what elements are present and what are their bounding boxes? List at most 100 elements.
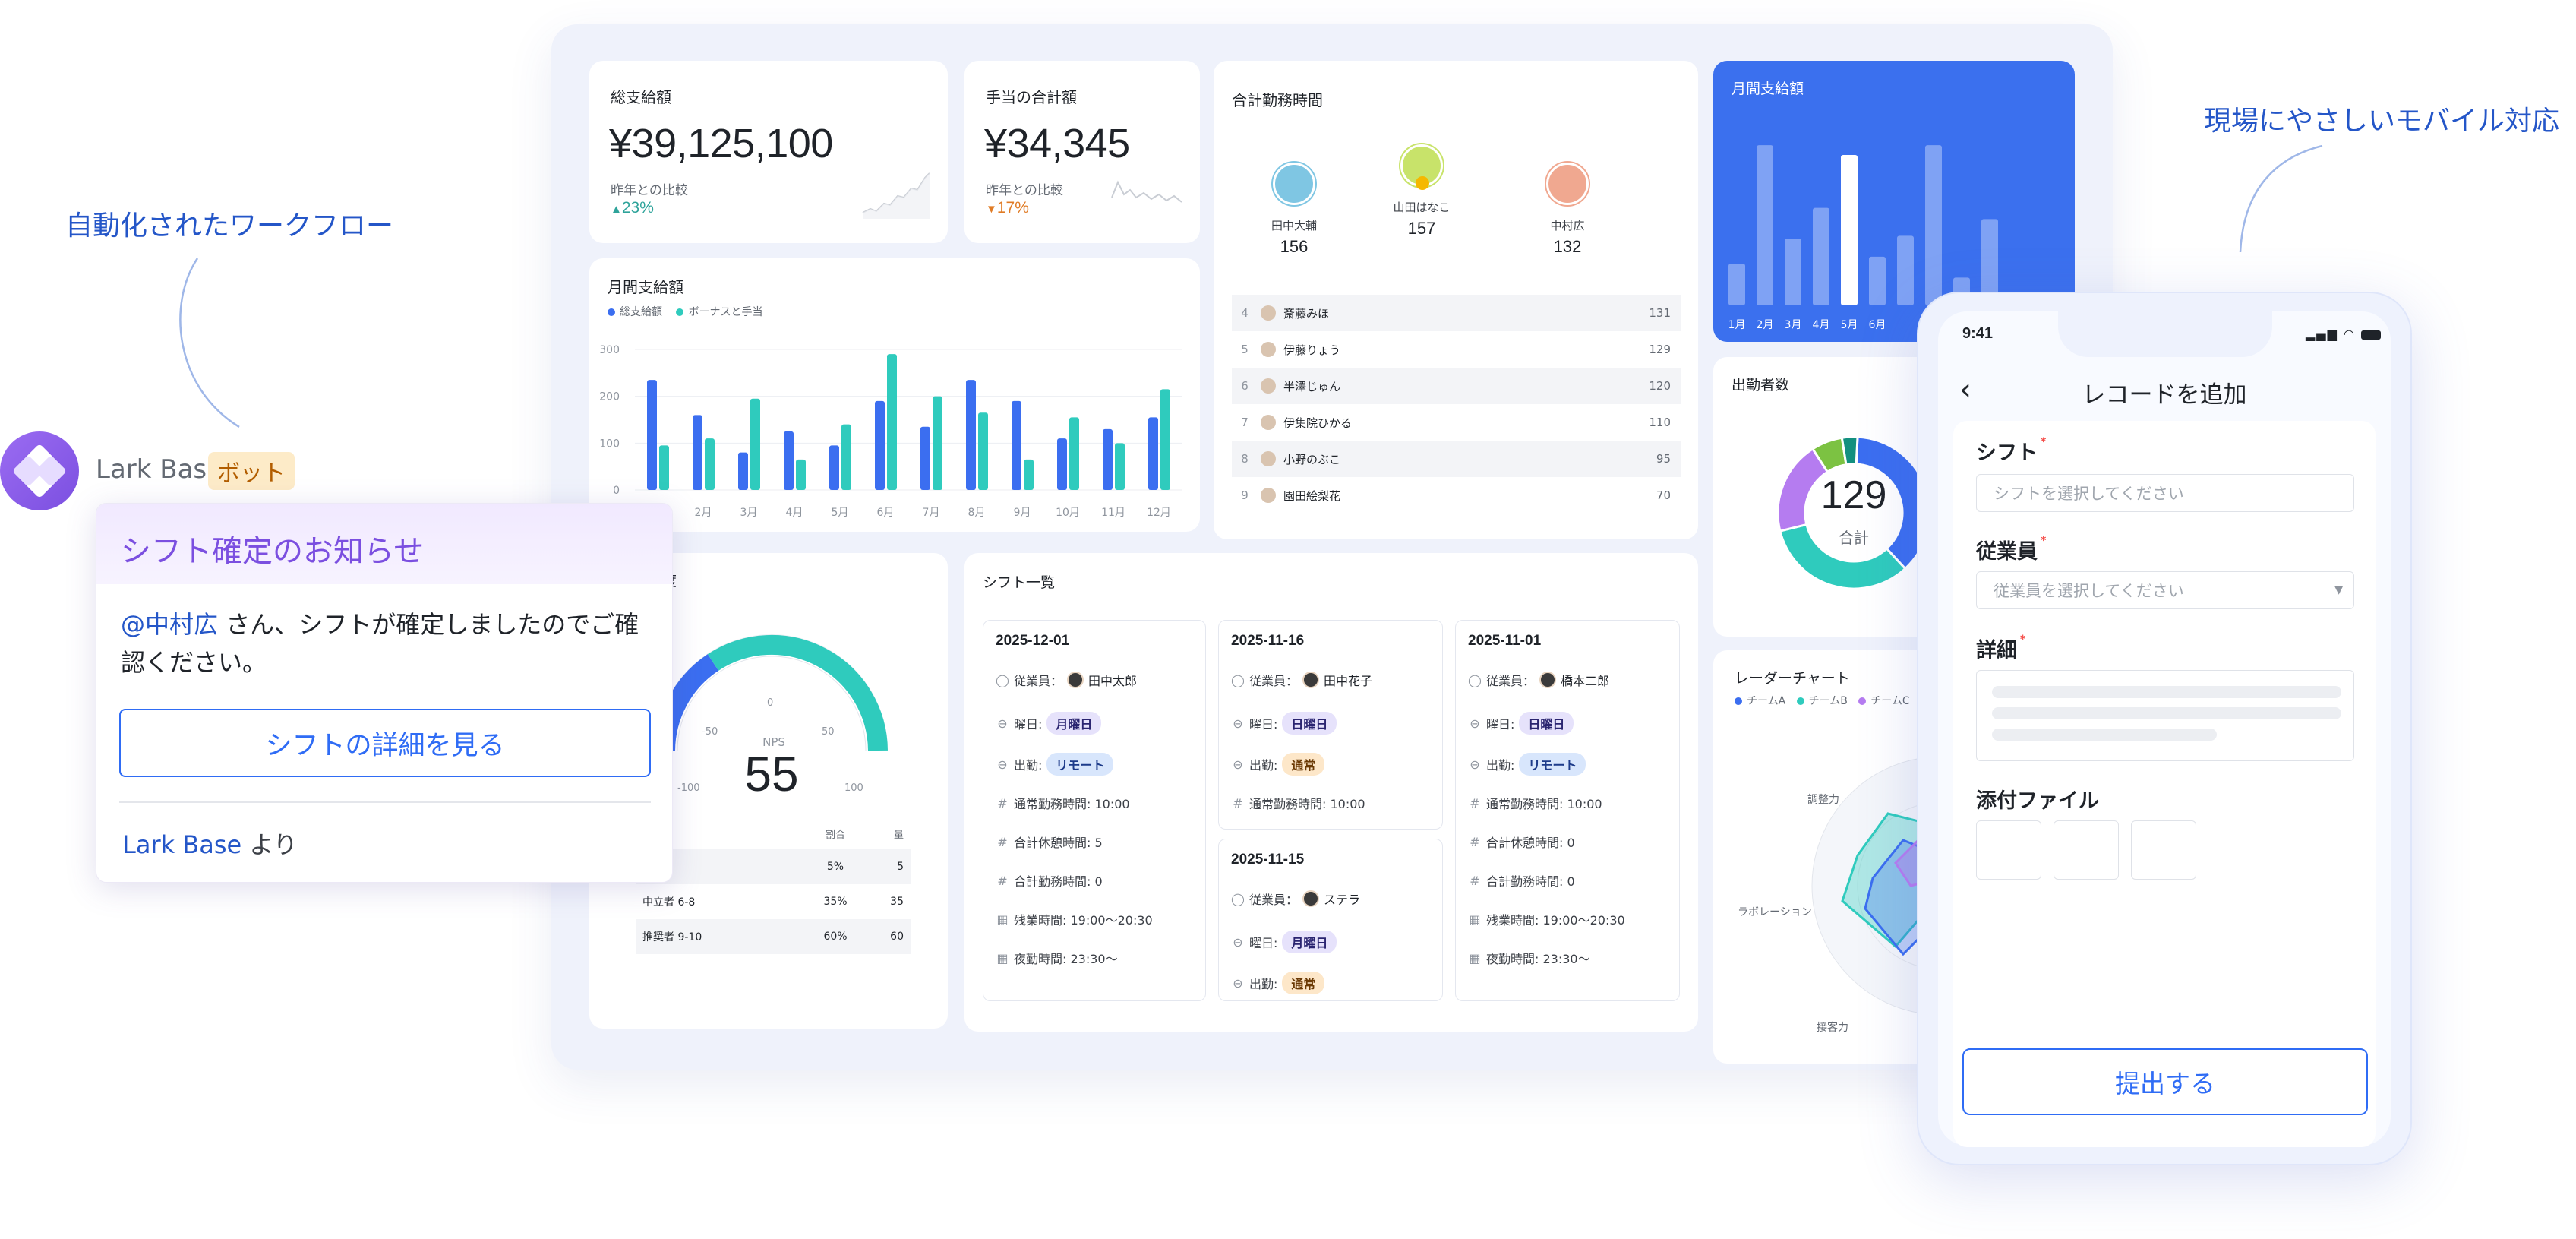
row-count: 35	[890, 896, 904, 908]
x-tick-label: 5月	[1841, 319, 1858, 331]
notification-message: @中村広 さん、シフトが確定しましたのでご確認ください。	[121, 610, 639, 677]
ranking-row: 5 伊藤りょう 129	[1232, 331, 1681, 368]
attachment-slot[interactable]	[2131, 820, 2196, 880]
chart-legend: 総支給額 ボーナスと手当	[608, 304, 762, 319]
kpi-total-pay-card: 総支給額 ¥39,125,100 昨年との比較 ▲23%	[589, 61, 948, 243]
bar	[841, 424, 851, 490]
x-tick-label: 3月	[740, 507, 758, 519]
employee-name: 橋本二郎	[1561, 674, 1610, 688]
field-label: 曜日:	[1249, 936, 1278, 950]
shift-field-label: シフト *	[1976, 436, 2047, 465]
chevron-left-icon: ‹	[1959, 372, 1971, 407]
chart-title: 月間支給額	[608, 278, 683, 296]
rank-score: 95	[1656, 452, 1671, 466]
legend-item: 総支給額	[620, 306, 662, 318]
shift-detail-row: ▦ 残業時間: 19:00〜20:30	[996, 910, 1152, 928]
clock-icon: ⊖	[997, 716, 1008, 731]
x-tick-label: 8月	[968, 507, 986, 519]
ranking-row: 4 斎藤みほ 131	[1232, 295, 1681, 331]
legend-item: ボーナスと手当	[688, 306, 763, 318]
shift-card[interactable]: 2025-12-01 ◯ 従業員： 田中太郎 ⊖ 曜日: 月曜日 ⊖ 出勤: リモート # 通常勤務時…	[983, 620, 1206, 1001]
person-icon: ◯	[1231, 672, 1245, 687]
person-icon: ◯	[996, 672, 1009, 687]
status-icon: ⊖	[997, 757, 1008, 772]
hash-icon: #	[1470, 795, 1480, 811]
employee-row: ◯ 従業員： 田中花子	[1231, 671, 1372, 689]
calendar-icon: ▦	[996, 912, 1009, 927]
user-mention[interactable]: @中村広	[121, 610, 219, 639]
avatar	[1302, 672, 1320, 688]
attendance-pill: 通常	[1282, 972, 1325, 994]
x-tick-label: 2月	[695, 507, 712, 519]
shift-detail-row: # 通常勤務時間: 10:00	[1231, 794, 1365, 812]
shift-date: 2025-11-01	[1468, 633, 1542, 649]
x-tick-label: 11月	[1101, 507, 1125, 519]
bar	[920, 426, 930, 490]
weekday-row: ⊖ 曜日: 日曜日	[1468, 712, 1574, 735]
radar-axis-label: ラボレーション	[1738, 906, 1812, 918]
kpi-delta: ▼17%	[986, 199, 1029, 217]
ranking-row: 6 半澤じゅん 120	[1232, 368, 1681, 404]
down-triangle-icon: ▼	[986, 203, 997, 216]
lark-sender-name: Lark Base	[96, 454, 223, 485]
radar-axis-label: 接客力	[1817, 1022, 1848, 1034]
bar	[1148, 417, 1158, 490]
back-button[interactable]: ‹	[1959, 372, 1971, 407]
hash-icon: #	[1233, 795, 1243, 811]
shift-card[interactable]: 2025-11-16 ◯ 従業員： 田中花子 ⊖ 曜日: 日曜日 ⊖ 出勤: 通常 # 通常勤務時間:…	[1218, 620, 1443, 830]
avatar	[1261, 488, 1276, 503]
detail-text: 合計勤務時間: 0	[1014, 874, 1103, 889]
rank-name: 小野のぶこ	[1283, 452, 1341, 466]
ranking-row: 8 小野のぶこ 95	[1232, 441, 1681, 477]
bar	[1869, 256, 1886, 305]
weekday-pill: 日曜日	[1519, 712, 1574, 735]
y-tick-label: 100	[599, 438, 620, 450]
detail-textarea[interactable]	[1976, 670, 2354, 761]
bar	[647, 380, 657, 490]
employee-name: 田中花子	[1324, 674, 1373, 688]
person-icon: ◯	[1231, 891, 1245, 906]
wifi-icon: ◠	[2344, 327, 2356, 341]
employee-select[interactable]: 従業員を選択してください ▼	[1976, 571, 2354, 609]
kpi-title: 総支給額	[611, 88, 671, 106]
submit-button[interactable]: 提出する	[1962, 1048, 2368, 1115]
attendance-row: ⊖ 出勤: 通常	[1231, 753, 1325, 776]
kpi-compare-label: 昨年との比較	[986, 183, 1063, 198]
attachment-slot[interactable]	[2054, 820, 2119, 880]
hash-icon: #	[997, 873, 1008, 888]
shift-select[interactable]: シフトを選択してください	[1976, 474, 2354, 512]
bar	[1012, 400, 1021, 490]
bar	[750, 398, 760, 490]
card-title: 合計勤務時間	[1232, 91, 1323, 109]
hash-icon: #	[1470, 873, 1480, 888]
rank-name: 斎藤みほ	[1283, 306, 1330, 321]
attachment-slot[interactable]	[1976, 820, 2041, 880]
lark-base-link[interactable]: Lark Base	[122, 830, 242, 859]
calendar-icon: ▦	[1469, 950, 1481, 966]
shift-detail-row: # 合計休憩時間: 5	[996, 833, 1103, 851]
shift-card[interactable]: 2025-11-15 ◯ 従業員： ステラ ⊖ 曜日: 月曜日 ⊖ 出勤: 通常	[1218, 839, 1443, 1001]
radar-legend: チームA チームB チームC	[1735, 693, 1910, 708]
gauge-tick: -50	[702, 726, 718, 738]
shift-date: 2025-12-01	[996, 633, 1070, 649]
kpi-delta: ▲23%	[611, 199, 654, 217]
weekday-row: ⊖ 曜日: 月曜日	[1231, 931, 1337, 953]
card-title: 出勤者数	[1732, 377, 1790, 394]
shift-card[interactable]: 2025-11-01 ◯ 従業員： 橋本二郎 ⊖ 曜日: 日曜日 ⊖ 出勤: リモート # 通常勤務時…	[1455, 620, 1680, 1001]
detail-text: 合計勤務時間: 0	[1486, 874, 1575, 889]
notification-title: シフト確定のお知らせ	[121, 534, 425, 569]
phone-form	[1953, 421, 2376, 1147]
shift-detail-row: ▦ 残業時間: 19:00〜20:30	[1468, 910, 1624, 928]
status-icon: ⊖	[1233, 975, 1243, 991]
rank-score: 131	[1649, 306, 1671, 320]
detail-text: 合計休憩時間: 5	[1014, 836, 1103, 850]
status-icons: ▂▄▆ ◠	[2306, 327, 2382, 341]
card-title: 月間支給額	[1732, 81, 1804, 97]
field-label: 出勤:	[1486, 758, 1515, 773]
kpi-allowance-card: 手当の合計額 ¥34,345 昨年との比較 ▼17%	[964, 61, 1200, 243]
view-shift-details-button[interactable]: シフトの詳細を見る	[119, 709, 651, 777]
y-tick-label: 300	[599, 344, 620, 356]
divider	[119, 801, 651, 803]
detail-text: 合計休憩時間: 0	[1486, 836, 1575, 850]
ranking-row: 9 園田絵梨花 70	[1232, 477, 1681, 514]
